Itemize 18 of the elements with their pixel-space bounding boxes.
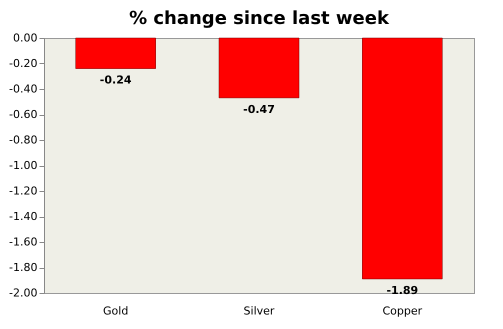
data-label: -0.47 — [243, 102, 275, 116]
y-tick-label: -1.00 — [9, 159, 38, 172]
y-tick-label: -0.40 — [9, 82, 38, 96]
y-tick-label: -2.00 — [9, 286, 38, 300]
y-tick-label: -1.60 — [9, 236, 38, 248]
y-tick-label: -0.60 — [9, 108, 38, 121]
y-tick-label: -1.40 — [9, 210, 38, 223]
x-tick-label: Gold — [103, 304, 128, 318]
data-label: -1.89 — [386, 284, 418, 297]
y-tick-label: 0.00 — [13, 32, 38, 44]
chart-title: % change since last week — [129, 8, 390, 29]
y-tick-label: -1.80 — [9, 261, 38, 274]
y-tick-label: -1.20 — [9, 184, 38, 198]
x-tick-label: Silver — [244, 304, 275, 318]
y-tick-label: -0.80 — [9, 134, 38, 146]
y-tick-label: -0.20 — [9, 57, 38, 70]
data-label: -0.24 — [100, 74, 132, 87]
x-tick-label: Copper — [382, 304, 423, 318]
